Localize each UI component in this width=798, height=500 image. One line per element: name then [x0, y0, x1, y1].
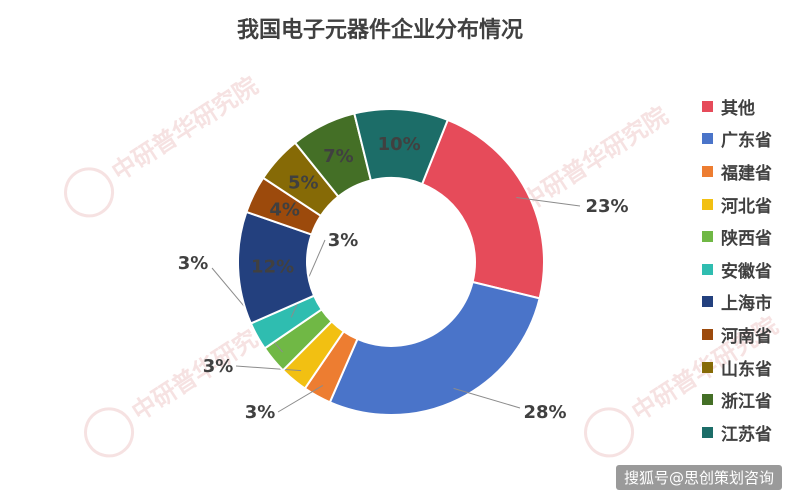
legend-label: 广东省 — [721, 131, 772, 152]
legend-label: 其他 — [721, 98, 755, 119]
legend-swatch — [702, 231, 713, 243]
data-label: 10% — [378, 134, 421, 155]
source-credit: 搜狐号@思创策划咨询 — [615, 465, 782, 490]
chart-legend: 其他广东省福建省河北省陕西省安徽省上海市河南省山东省浙江省江苏省 — [702, 90, 772, 449]
legend-item: 其他 — [702, 90, 772, 123]
legend-item: 江苏省 — [702, 416, 772, 449]
legend-swatch — [702, 198, 713, 210]
legend-item: 上海市 — [702, 286, 772, 319]
legend-item: 浙江省 — [702, 383, 772, 416]
legend-item: 山东省 — [702, 351, 772, 384]
legend-item: 福建省 — [702, 155, 772, 188]
legend-label: 河北省 — [721, 196, 772, 217]
legend-label: 河南省 — [721, 326, 772, 347]
data-label: 3% — [178, 253, 209, 274]
legend-label: 福建省 — [721, 163, 772, 184]
legend-swatch — [702, 100, 713, 112]
legend-swatch — [702, 361, 713, 373]
data-label: 5% — [288, 172, 319, 193]
data-label: 4% — [269, 200, 300, 221]
data-label: 3% — [245, 402, 276, 423]
leader-line — [453, 387, 521, 409]
slice-其他 — [420, 118, 545, 300]
legend-item: 广东省 — [702, 123, 772, 156]
legend-item: 陕西省 — [702, 220, 772, 253]
legend-swatch — [702, 165, 713, 177]
data-label: 28% — [523, 402, 566, 423]
legend-label: 浙江省 — [721, 392, 772, 413]
legend-swatch — [702, 394, 713, 406]
legend-label: 上海市 — [721, 294, 772, 315]
slice-江苏省 — [353, 108, 450, 186]
legend-item: 河北省 — [702, 188, 772, 221]
legend-label: 安徽省 — [721, 261, 772, 282]
legend-swatch — [702, 328, 713, 340]
data-label: 12% — [251, 257, 294, 278]
legend-item: 河南省 — [702, 318, 772, 351]
legend-item: 安徽省 — [702, 253, 772, 286]
leader-line — [516, 196, 581, 207]
leader-line — [277, 385, 324, 413]
legend-label: 山东省 — [721, 359, 772, 380]
legend-swatch — [702, 133, 713, 145]
data-label: 7% — [323, 146, 354, 167]
data-label: 23% — [585, 196, 628, 217]
legend-swatch — [702, 263, 713, 275]
legend-swatch — [702, 296, 713, 308]
data-label: 3% — [203, 356, 234, 377]
leader-line — [235, 365, 302, 372]
legend-swatch — [702, 426, 713, 438]
legend-label: 陕西省 — [721, 229, 772, 250]
legend-label: 江苏省 — [721, 424, 772, 445]
chart-title: 我国电子元器件企业分布情况 — [236, 18, 523, 43]
data-label: 3% — [328, 230, 359, 251]
slice-广东省 — [328, 280, 541, 416]
